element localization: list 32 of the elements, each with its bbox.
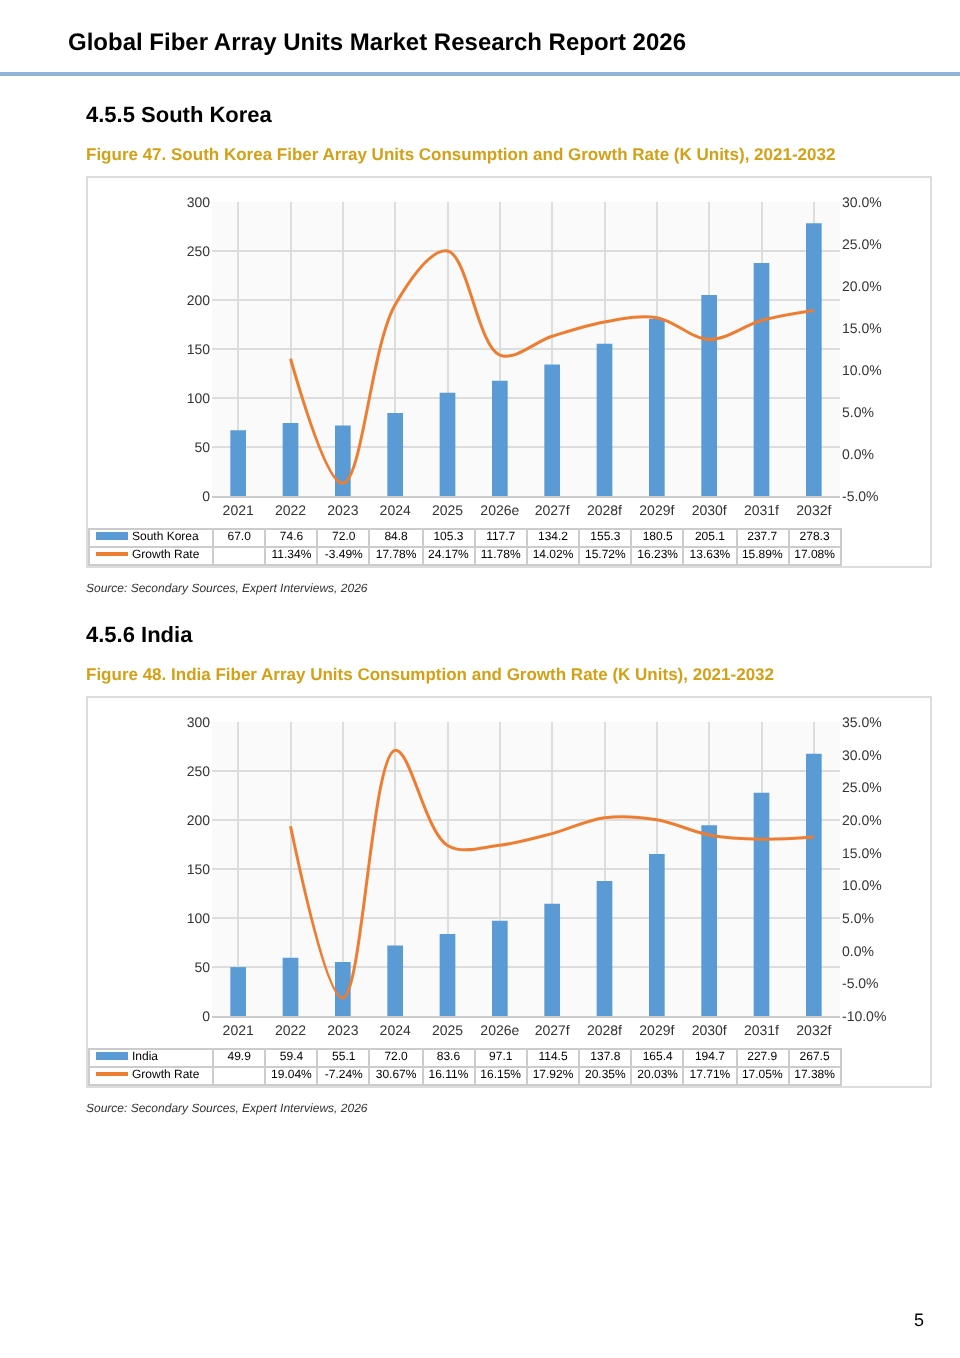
bar [491,920,508,1016]
bar [596,880,613,1016]
line-series [289,748,816,1000]
chart-title: Figure 47. South Korea Fiber Array Units Consumption and Growth Rate (K Units), 2021-2032 [86,144,838,164]
bar [544,364,561,496]
bar [230,967,247,1016]
text: 4.5.5 South Korea [86,104,274,128]
bar [439,934,456,1016]
bar [805,223,822,496]
bar [701,295,718,496]
bar [753,792,770,1016]
text: 5 [913,1310,924,1330]
bar [544,903,561,1016]
bar [334,425,351,496]
bar [805,753,822,1016]
chart-title: Figure 48. India Fiber Array Units Consumption and Growth Rate (K Units), 2021-2032 [86,664,776,684]
bar [282,422,299,496]
bar [230,430,247,496]
bar [648,319,665,496]
line-series [289,249,816,485]
bar [387,412,404,496]
text: Global Fiber Array Units Market Research Report 2026 [0,0,960,76]
bar [439,392,456,496]
bar [648,853,665,1016]
bar [701,825,718,1016]
bar [334,962,351,1016]
text: 4.5.6 India [86,624,195,648]
bar [596,343,613,496]
bar [491,380,508,496]
bar [387,945,404,1016]
bar [282,957,299,1016]
bar [753,263,770,496]
